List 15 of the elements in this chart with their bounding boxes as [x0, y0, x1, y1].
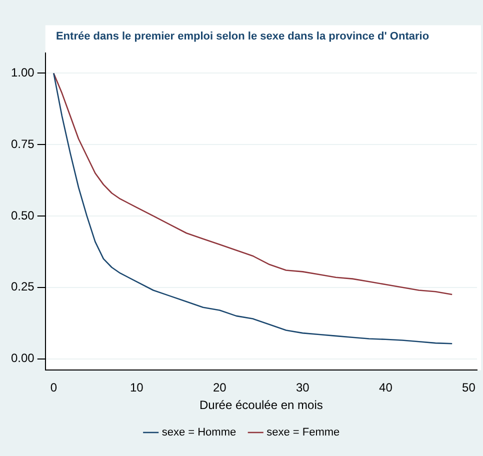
x-tick-label: 20 — [212, 380, 227, 395]
y-tick-label: 0.00 — [10, 351, 35, 366]
y-tick-label: 0.75 — [10, 136, 35, 151]
legend-label: sexe = Femme — [266, 426, 340, 439]
x-tick-label: 30 — [296, 380, 310, 395]
chart-title: Entrée dans le premier emploi selon le sexe dans la province d' Ontario — [56, 30, 430, 43]
y-tick-label: 1.00 — [10, 66, 35, 80]
x-tick-label: 0 — [50, 380, 58, 395]
legend-label: sexe = Homme — [162, 426, 236, 439]
y-tick-label: 0.25 — [10, 280, 35, 294]
x-tick-label: 10 — [130, 380, 144, 395]
x-tick-label: 40 — [379, 380, 393, 395]
x-axis-title: Durée écoulée en mois — [199, 398, 323, 412]
x-tick-label: 50 — [462, 380, 476, 395]
y-tick-label: 0.50 — [10, 208, 35, 222]
